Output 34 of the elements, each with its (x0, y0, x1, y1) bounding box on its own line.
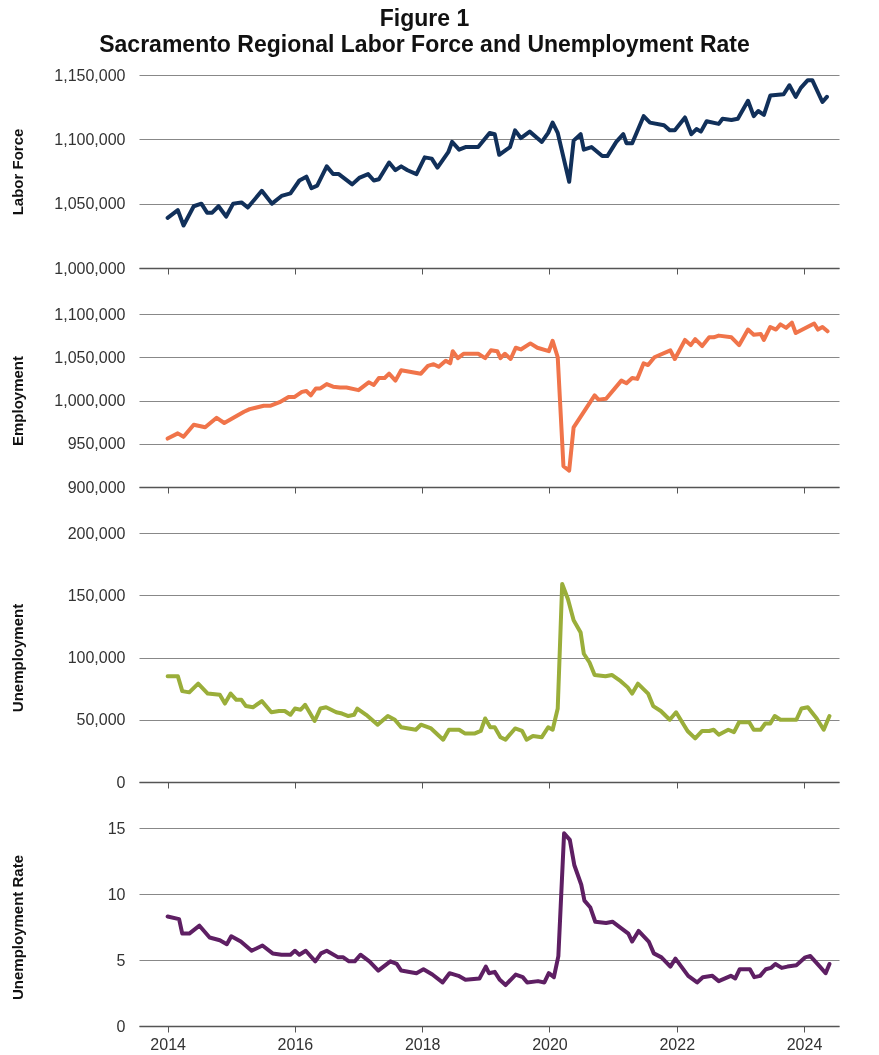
y-tick-label: 1,100,000 (54, 305, 126, 323)
y-tick-label: 200,000 (67, 524, 126, 542)
y-tick-label: 1,000,000 (54, 259, 126, 277)
chart-subtitle: Sacramento Regional Labor Force and Unemployment Rate (99, 31, 750, 57)
y-tick-label: 1,150,000 (54, 66, 126, 84)
x-tick-label: 2024 (786, 1035, 823, 1053)
y-tick-label: 150,000 (67, 586, 126, 604)
y-axis-title: Unemployment Rate (8, 854, 26, 1001)
y-tick-label: 10 (107, 885, 126, 903)
y-axis-title: Employment (8, 355, 26, 447)
y-tick-label: 50,000 (76, 711, 126, 729)
x-tick-label: 2016 (277, 1035, 314, 1053)
y-tick-label: 1,050,000 (54, 348, 126, 366)
line-series (165, 582, 832, 742)
x-tick-label: 2014 (150, 1035, 187, 1053)
y-tick-label: 0 (116, 1017, 126, 1035)
line-series (165, 78, 829, 228)
y-tick-label: 0 (116, 773, 126, 791)
x-tick-label: 2022 (659, 1035, 696, 1053)
y-tick-label: 950,000 (67, 435, 126, 453)
y-tick-label: 1,100,000 (54, 130, 126, 148)
x-tick-label: 2018 (404, 1035, 441, 1053)
y-tick-label: 1,000,000 (54, 392, 126, 409)
chart-title: Figure 1 (379, 5, 470, 31)
y-axis-title: Labor Force (8, 128, 26, 216)
y-tick-label: 1,050,000 (54, 195, 126, 213)
line-series (165, 831, 832, 988)
line-series (165, 320, 830, 473)
y-tick-label: 15 (107, 819, 126, 837)
y-axis-title: Unemployment (8, 603, 26, 713)
y-tick-label: 900,000 (67, 478, 126, 496)
y-tick-label: 100,000 (67, 649, 126, 666)
y-tick-label: 5 (116, 951, 126, 969)
x-tick-label: 2020 (532, 1035, 568, 1053)
